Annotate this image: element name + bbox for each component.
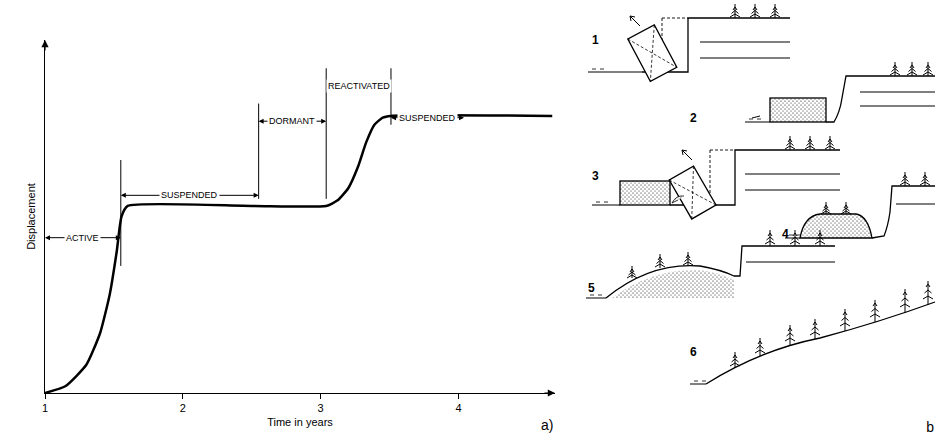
svg-text:4: 4 xyxy=(782,227,789,241)
svg-text:a): a) xyxy=(541,417,553,433)
svg-text:REACTIVATED: REACTIVATED xyxy=(328,81,390,91)
svg-text:2: 2 xyxy=(180,402,186,414)
svg-text:6: 6 xyxy=(690,345,697,359)
svg-text:SUSPENDED: SUSPENDED xyxy=(399,113,456,123)
svg-text:1: 1 xyxy=(42,402,48,414)
svg-text:2: 2 xyxy=(690,111,697,125)
svg-text:5: 5 xyxy=(588,281,595,295)
svg-text:DORMANT: DORMANT xyxy=(269,116,315,126)
svg-text:Time in years: Time in years xyxy=(267,416,333,428)
svg-text:3: 3 xyxy=(318,402,324,414)
svg-text:b: b xyxy=(926,419,934,435)
svg-text:3: 3 xyxy=(592,169,599,183)
svg-text:ACTIVE: ACTIVE xyxy=(66,233,99,243)
svg-text:1: 1 xyxy=(592,33,599,47)
svg-text:Displacement: Displacement xyxy=(25,183,37,250)
svg-text:SUSPENDED: SUSPENDED xyxy=(161,190,218,200)
svg-text:4: 4 xyxy=(455,402,461,414)
